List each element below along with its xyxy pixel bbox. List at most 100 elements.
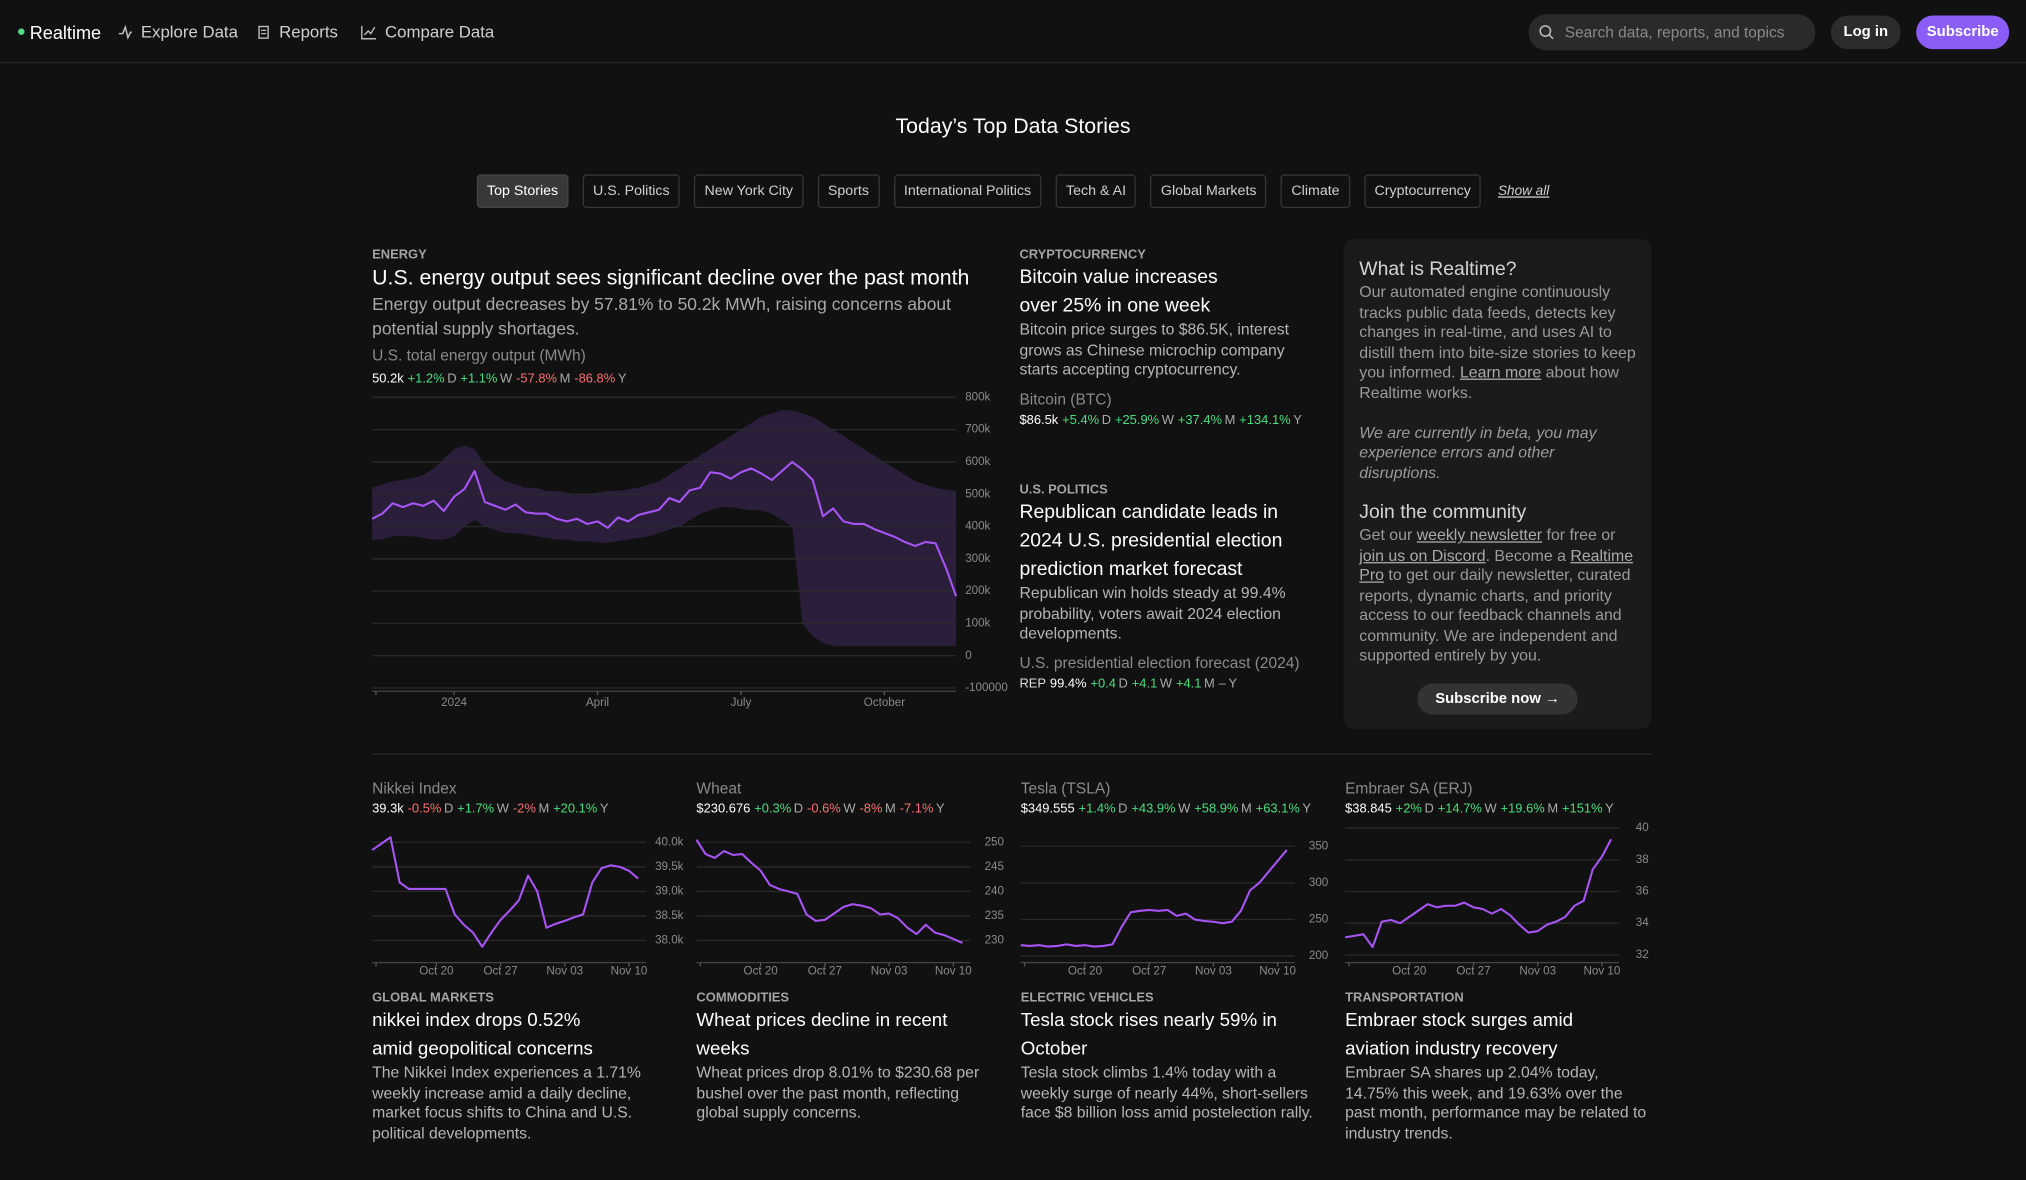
login-button[interactable]: Log in (1830, 15, 1901, 50)
current-value: $349.555 (1020, 802, 1075, 817)
stat-period: W (500, 372, 513, 387)
stat-change: +1.2% (407, 372, 445, 387)
stat-period: Y (1293, 412, 1302, 428)
story-metric-block: Wheat $230.676 +0.3% D -0.6% W -8% M -7.1% Y (696, 778, 1000, 819)
y-tick-label: 500k (965, 487, 990, 500)
stats-row: $38.845 +2% D +14.7% W +19.6% M +151% Y (1345, 801, 1649, 819)
tab[interactable]: Climate (1281, 174, 1350, 209)
story-title[interactable]: Embraer stock surges amid aviation indust… (1345, 1007, 1653, 1064)
stat-change: +134.1% (1239, 412, 1291, 428)
brand[interactable]: Realtime (29, 21, 102, 43)
y-tick-label: 235 (985, 909, 1004, 922)
stat-change: +37.4% (1177, 412, 1223, 428)
y-tick-label: 250 (1309, 913, 1328, 926)
stat-period: M (1224, 412, 1236, 428)
stat-change: -86.8% (574, 372, 616, 387)
text: for free or (1542, 525, 1616, 544)
button-wrap: Subscribe now → (1359, 682, 1636, 714)
stat-period: M (559, 372, 571, 387)
story-title[interactable]: Tesla stock rises nearly 59% in October (1021, 1007, 1329, 1064)
nav-link-text: Explore Data (140, 21, 238, 42)
x-tick-label: July (731, 696, 752, 709)
stats-row: REP 99.4% +0.4 D +4.1 W +4.1 M – Y (1019, 675, 1323, 693)
stat-change: +1.4% (1078, 802, 1116, 817)
stat-change: +151% (1561, 802, 1603, 817)
story-metric-block: Embraer SA (ERJ) $38.845 +2% D +14.7% W +19.6%… (1345, 778, 1649, 819)
stat-change: +58.9% (1194, 802, 1239, 817)
tab[interactable]: New York City (694, 174, 804, 209)
nav-link[interactable]: Compare Data (360, 22, 494, 41)
paragraph: Get our weekly newsletter for free or jo… (1359, 526, 1636, 666)
stat-period: M (1204, 676, 1215, 691)
stat-period: W (1159, 676, 1173, 691)
nav-link[interactable]: Explore Data (118, 22, 238, 41)
story-metric: Nikkei Index (372, 779, 457, 798)
story: CRYPTOCURRENCY Bitcoin value increases ove… (1019, 248, 1323, 430)
stat-change: +5.4% (1062, 412, 1100, 428)
search-box[interactable]: Search data, reports, and topics (1528, 14, 1816, 51)
y-tick-label: 38.5k (655, 909, 684, 922)
story-category: COMMODITIES (696, 991, 790, 1006)
beta-note: We are currently in beta, you may experi… (1359, 423, 1597, 482)
topic-tabs: Top Stories U.S. Politics New York City Spo… (0, 174, 2026, 209)
tab[interactable]: Cryptocurrency (1364, 174, 1482, 209)
story-title[interactable]: Republican candidate leads in 2024 U.S. … (1019, 499, 1323, 584)
story-summary: Wheat prices drop 8.01% to $230.68 per b… (696, 1063, 980, 1122)
tab[interactable]: International Politics (893, 174, 1042, 209)
tab[interactable]: Sports (817, 174, 880, 209)
current-value: $38.845 (1345, 802, 1392, 817)
link[interactable]: weekly newsletter (1416, 525, 1543, 544)
stat-change: +43.9% (1131, 802, 1176, 817)
nav-link[interactable]: Reports (256, 22, 338, 41)
subscribe-button[interactable]: Subscribe (1916, 15, 2010, 50)
tab[interactable]: U.S. Politics (582, 174, 680, 209)
stat-change: +20.1% (553, 802, 598, 817)
subscribe-now-button[interactable]: Subscribe now → (1417, 682, 1578, 714)
x-tick-label: Nov 10 (935, 965, 972, 978)
stat-period: W (1178, 802, 1191, 817)
story-metric-block: Nikkei Index 39.3k -0.5% D +1.7% W -2% M +20.1% Y (372, 778, 676, 819)
title-line: amid geopolitical concerns (372, 1038, 593, 1060)
stat-period: D (443, 802, 454, 817)
icon (361, 25, 376, 39)
stat-period: Y (1302, 802, 1312, 817)
tab[interactable]: Global Markets (1150, 174, 1267, 209)
y-tick-label: 0 (965, 649, 971, 662)
y-tick-label: 245 (985, 860, 1004, 873)
y-tick-label: 300k (965, 552, 990, 565)
tab[interactable]: Top Stories (476, 174, 569, 209)
story-title[interactable]: Bitcoin value increases over 25% in one w… (1019, 264, 1323, 321)
x-tick-label: Nov 03 (871, 965, 908, 978)
story: U.S. POLITICS Republican candidate leads … (1019, 483, 1323, 693)
story-title[interactable]: U.S. energy output sees significant decl… (372, 264, 979, 292)
live-dot (18, 28, 25, 35)
sidebar: What is Realtime? Our automated engine co… (1343, 239, 1652, 729)
separator (372, 753, 1652, 755)
text: Get our (1359, 525, 1417, 544)
y-tick-label: 240 (985, 884, 1004, 897)
x-tick-label: 2024 (441, 696, 467, 709)
link[interactable]: join us on Discord (1359, 545, 1486, 564)
x-tick-label: April (586, 696, 609, 709)
link[interactable]: Learn more (1459, 363, 1542, 382)
story-title[interactable]: Wheat prices decline in recent weeks (696, 1007, 1004, 1064)
y-tick-label: 200 (1309, 949, 1328, 962)
x-tick-label: Oct 20 (1068, 965, 1102, 978)
x-tick-label: Oct 27 (808, 965, 842, 978)
stat-change: -2% (512, 802, 536, 817)
y-tick-label: 40 (1636, 821, 1649, 834)
stat-change: -57.8% (516, 372, 558, 387)
stat-period: W (1484, 802, 1497, 817)
tab[interactable]: Tech & AI (1055, 174, 1137, 209)
stat-change: -7.1% (899, 802, 934, 817)
link[interactable]: Realtime Pro (1359, 545, 1634, 585)
icon (118, 23, 132, 40)
show-all-link[interactable]: Show all (1497, 183, 1550, 199)
y-tick-label: 38.0k (655, 934, 684, 947)
stat-prefix: REP (1019, 676, 1047, 691)
x-tick-label: Oct 27 (1456, 965, 1490, 978)
story-title[interactable]: nikkei index drops 0.52% amid geopolitica… (372, 1007, 680, 1064)
